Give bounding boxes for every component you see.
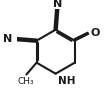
Text: CH₃: CH₃ xyxy=(17,77,34,86)
Text: O: O xyxy=(91,28,100,38)
Text: N: N xyxy=(53,0,62,9)
Text: N: N xyxy=(3,34,12,44)
Text: NH: NH xyxy=(58,76,76,86)
